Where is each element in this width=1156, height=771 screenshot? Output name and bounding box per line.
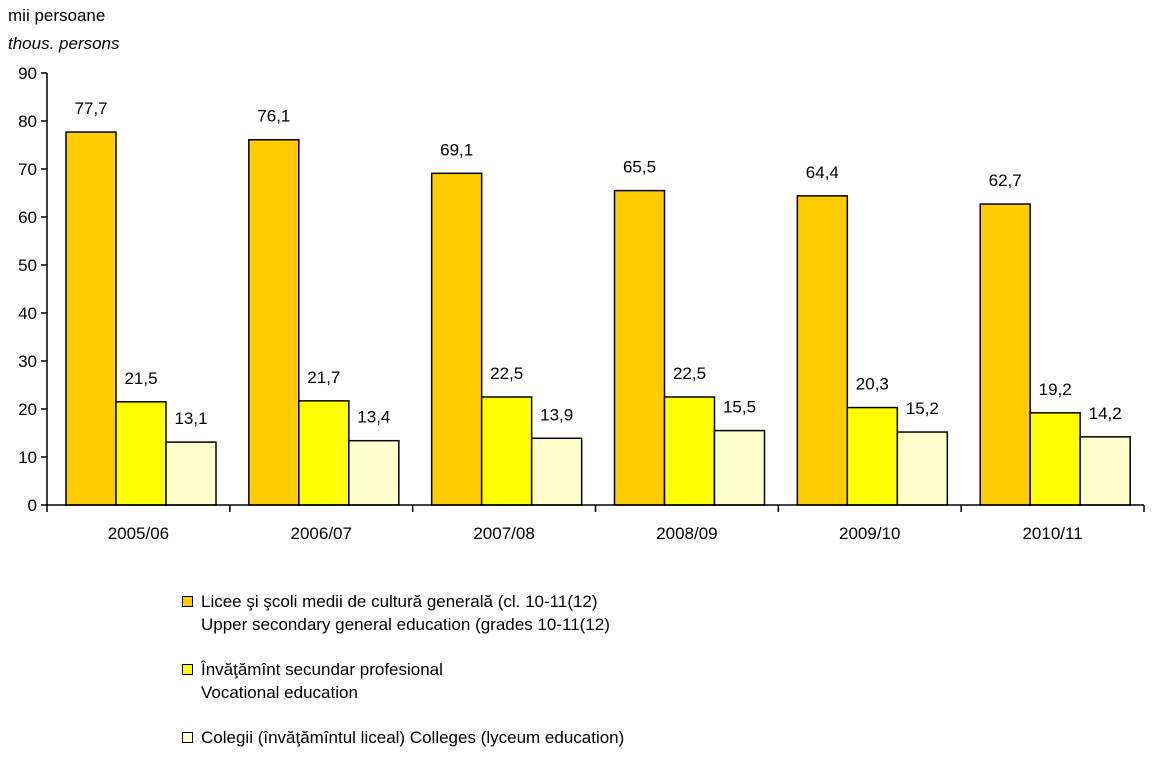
y-unit-label-ro: mii persoane bbox=[8, 6, 106, 25]
bar-value-label: 15,5 bbox=[723, 398, 756, 417]
legend-label-ro: Învăţămînt secundar profesional bbox=[201, 660, 443, 679]
x-tick-label: 2006/07 bbox=[291, 524, 352, 543]
bar bbox=[348, 439, 400, 506]
bar-value-label: 13,1 bbox=[174, 409, 207, 428]
y-tick-label: 80 bbox=[18, 112, 37, 131]
legend-swatch-vocational-education bbox=[182, 664, 193, 675]
y-tick-label: 0 bbox=[28, 496, 37, 515]
bar bbox=[530, 437, 583, 506]
bar-value-label: 21,7 bbox=[307, 368, 340, 387]
legend-swatch-general-education bbox=[182, 596, 193, 607]
bar bbox=[1079, 436, 1131, 506]
y-tick-label: 60 bbox=[18, 208, 37, 227]
y-tick-label: 50 bbox=[18, 256, 37, 275]
bar-value-label: 19,2 bbox=[1039, 380, 1072, 399]
bar-value-label: 65,5 bbox=[623, 158, 656, 177]
bar-value-label: 13,9 bbox=[540, 405, 573, 424]
legend-label-ro: Licee şi şcoli medii de cultură generală… bbox=[201, 592, 598, 611]
bar bbox=[713, 429, 766, 506]
bar-value-label: 21,5 bbox=[124, 369, 157, 388]
legend-item-general-education: Licee şi şcoli medii de cultură generală… bbox=[182, 590, 624, 636]
bar-value-label: 62,7 bbox=[989, 171, 1022, 190]
bar-value-label: 14,2 bbox=[1089, 404, 1122, 423]
x-tick-label: 2005/06 bbox=[108, 524, 169, 543]
bar-value-label: 22,5 bbox=[490, 364, 523, 383]
legend-label-en: Upper secondary general education (grade… bbox=[201, 615, 610, 634]
legend-swatch-colleges bbox=[182, 732, 193, 743]
legend-item-vocational-education: Învăţămînt secundar profesional Vocation… bbox=[182, 658, 624, 704]
bar-value-label: 20,3 bbox=[856, 375, 889, 394]
bar bbox=[663, 396, 716, 506]
bar bbox=[298, 400, 350, 506]
legend-label: Colegii (învăţămîntul liceal) Colleges (… bbox=[201, 728, 625, 747]
bar-value-label: 13,4 bbox=[357, 408, 390, 427]
legend-label-en: Vocational education bbox=[201, 683, 358, 702]
bar bbox=[846, 406, 899, 506]
x-tick-label: 2007/08 bbox=[473, 524, 534, 543]
bar bbox=[65, 131, 117, 506]
y-tick-label: 90 bbox=[18, 64, 37, 83]
bar bbox=[1029, 412, 1081, 506]
x-tick-label: 2010/11 bbox=[1022, 524, 1082, 543]
bar bbox=[896, 431, 949, 506]
y-unit-label-en: thous. persons bbox=[8, 34, 120, 53]
chart-legend: Licee şi şcoli medii de cultură generală… bbox=[182, 590, 624, 771]
bar bbox=[796, 195, 849, 506]
bar bbox=[248, 138, 300, 506]
bar-value-label: 64,4 bbox=[806, 163, 839, 182]
bar bbox=[115, 401, 167, 506]
y-tick-label: 40 bbox=[18, 304, 37, 323]
bar-value-label: 76,1 bbox=[257, 107, 290, 126]
bar-value-label: 69,1 bbox=[440, 140, 473, 159]
y-tick-label: 70 bbox=[18, 160, 37, 179]
bar bbox=[979, 203, 1031, 506]
x-tick-label: 2008/09 bbox=[656, 524, 717, 543]
y-tick-label: 30 bbox=[18, 352, 37, 371]
bar bbox=[430, 172, 483, 506]
legend-item-colleges: Colegii (învăţămîntul liceal) Colleges (… bbox=[182, 726, 624, 749]
y-tick-label: 20 bbox=[18, 400, 37, 419]
x-tick-label: 2009/10 bbox=[839, 524, 900, 543]
bar-value-label: 22,5 bbox=[673, 364, 706, 383]
bar bbox=[613, 189, 666, 506]
bar-value-label: 77,7 bbox=[74, 99, 107, 118]
bar-value-label: 15,2 bbox=[906, 399, 939, 418]
bar bbox=[165, 441, 217, 506]
bar bbox=[480, 396, 533, 506]
y-tick-label: 10 bbox=[18, 448, 37, 467]
